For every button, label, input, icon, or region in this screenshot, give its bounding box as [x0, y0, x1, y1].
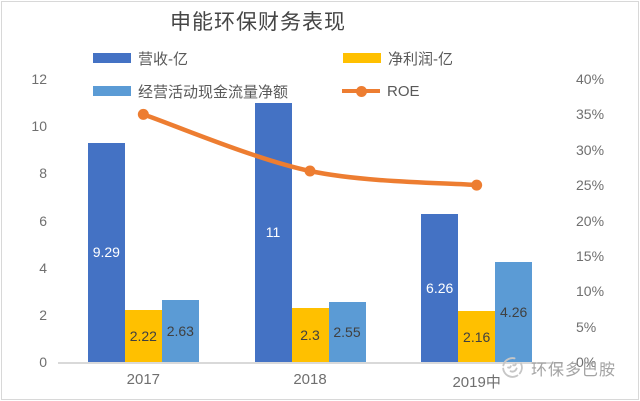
cash-flow-bar-2017: 2.63 [161, 299, 199, 362]
right-axis-tick-5%: 5% [576, 318, 597, 335]
net-profit-bar-value-2018: 2.3 [300, 326, 320, 343]
x-axis-line [58, 362, 563, 364]
net-profit-bar-value-2019中: 2.16 [463, 328, 491, 345]
cash-flow-swatch-icon [93, 86, 131, 96]
watermark-text: 环保多巴胺 [531, 361, 617, 379]
cash-flow-bar-value-2018: 2.55 [333, 323, 361, 340]
left-axis-tick-8: 8 [39, 165, 47, 182]
left-axis-tick-2: 2 [39, 306, 47, 323]
revenue-bar-value-2017: 9.29 [92, 244, 120, 261]
cash-flow-bar-value-2017: 2.63 [166, 322, 194, 339]
smiley-face-icon [502, 357, 523, 378]
legend-label-revenue: 营收-亿 [138, 50, 188, 68]
revenue-bar-2017: 9.29 [87, 142, 125, 362]
revenue-bar-value-2019中: 6.26 [426, 280, 454, 297]
net-profit-bar-2017: 2.22 [124, 309, 162, 362]
cash-flow-bar-2019中: 4.26 [495, 261, 533, 362]
cash-flow-bar-2018: 2.55 [328, 301, 366, 362]
left-axis-tick-4: 4 [39, 259, 47, 276]
right-axis-tick-10%: 10% [576, 283, 605, 300]
right-axis-tick-20%: 20% [576, 212, 605, 229]
net-profit-bar-2019中: 2.16 [458, 311, 496, 362]
right-axis-tick-35%: 35% [576, 106, 605, 123]
x-axis-label-2018: 2018 [293, 371, 327, 388]
revenue-swatch-icon [93, 53, 131, 63]
left-axis-tick-10: 10 [31, 118, 47, 135]
watermark: 环保多巴胺 [500, 355, 616, 380]
legend-label-cash-flow: 经营活动现金流量净额 [138, 83, 289, 101]
right-axis-tick-25%: 25% [576, 177, 605, 194]
left-axis-tick-12: 12 [31, 71, 47, 87]
roe-line-swatch-icon [342, 85, 380, 97]
legend-item-roe: ROE [342, 82, 420, 100]
left-axis-tick-0: 0 [39, 354, 47, 370]
cash-flow-bar-value-2019中: 4.26 [500, 303, 528, 320]
net-profit-bar-2018: 2.3 [291, 307, 329, 362]
legend-label-net-profit: 净利润-亿 [388, 50, 453, 68]
chart-title: 申能环保财务表现 [170, 11, 346, 34]
net-profit-bar-value-2017: 2.22 [129, 327, 157, 344]
legend-item-net-profit: 净利润-亿 [343, 50, 453, 68]
x-axis-label-2019中: 2019中 [452, 374, 501, 391]
revenue-bar-2018: 11 [254, 102, 292, 362]
right-axis-tick-40%: 40% [576, 71, 605, 87]
x-axis-label-2017: 2017 [126, 371, 161, 388]
revenue-bar-value-2018: 11 [265, 224, 281, 241]
right-axis-tick-30%: 30% [576, 141, 605, 158]
legend-item-revenue: 营收-亿 [93, 50, 188, 68]
legend-item-cash-flow: 经营活动现金流量净额 [93, 83, 289, 101]
right-axis-tick-15%: 15% [576, 247, 605, 264]
revenue-bar-2019中: 6.26 [421, 214, 459, 362]
legend-label-roe: ROE [387, 82, 420, 100]
left-axis-tick-6: 6 [39, 212, 47, 229]
net-profit-swatch-icon [343, 53, 381, 63]
right-axis-tick-0%: 0% [576, 354, 597, 370]
